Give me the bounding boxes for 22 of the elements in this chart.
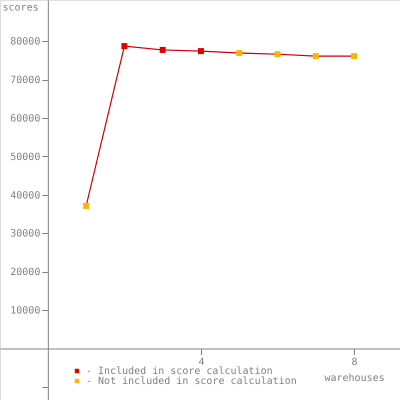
legend-label: - Not included in score calculation (86, 376, 297, 387)
y-tick-label: 80000 (10, 36, 40, 48)
point (198, 48, 204, 54)
x-tick-label: 8 (352, 357, 358, 368)
y-tick-label: 50000 (10, 152, 40, 163)
point (160, 46, 166, 53)
x-axis-title: warehouses (324, 373, 385, 384)
point (83, 202, 90, 209)
y-tick-label: 20000 (10, 267, 40, 278)
point (236, 50, 242, 56)
y-tick-label: 60000 (10, 113, 40, 124)
y-tick-label: 40000 (10, 190, 40, 202)
point (274, 51, 281, 58)
point (312, 53, 319, 60)
legend-label: - Included in score calculation (86, 366, 273, 377)
y-tick-label: 70000 (10, 75, 40, 86)
y-tick-label: 10000 (10, 306, 40, 317)
point (121, 43, 128, 50)
x-tick-label: 4 (198, 357, 204, 368)
point (351, 53, 358, 60)
y-axis-title: scores (2, 2, 39, 14)
y-tick-label: 30000 (10, 228, 40, 240)
